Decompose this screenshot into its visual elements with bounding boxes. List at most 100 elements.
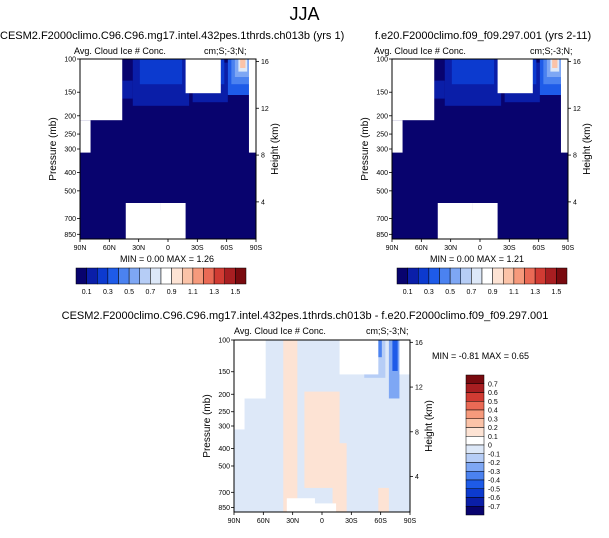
panel1-mask <box>248 59 256 153</box>
panel1-ytick-right-label: 16 <box>261 59 269 66</box>
panel3-contour <box>332 443 347 512</box>
panel2-colorbar-cell <box>492 267 504 285</box>
panel1-ytick-label: 250 <box>64 132 76 139</box>
panel2-contour <box>451 59 495 85</box>
panel3-colorbar-cell <box>465 453 485 463</box>
panel1-xtick-label: 30S <box>191 245 204 252</box>
panel1-colorbar-cell <box>128 267 140 285</box>
panel3-colorbar-cell <box>465 506 485 516</box>
panel2-ylabel: Pressure (mb) <box>360 117 371 180</box>
panel1-colorbar-cell <box>192 267 204 285</box>
panel2-right-label: cm;S;-3;N; <box>530 46 573 56</box>
panel1-colorbar-cell <box>139 267 151 285</box>
panel2-colorbar-cell <box>513 267 525 285</box>
panel1-colorbar-cell <box>213 267 225 285</box>
panel3-colorbar-cell <box>465 444 485 454</box>
panel3-ytick-right-label: 8 <box>415 429 419 436</box>
panel3-contour <box>378 487 389 512</box>
panel3-colorbar-cell <box>465 392 485 402</box>
panel2-colorbar-cell <box>534 267 546 285</box>
panel2-xtick-label: 90N <box>386 245 399 252</box>
panel2-ytick-right-label: 12 <box>573 106 581 113</box>
panel2-colorbar-cell <box>471 267 483 285</box>
panel2-colorbar-cell <box>556 267 568 285</box>
panel3-mask <box>339 340 379 375</box>
panel3-ytick-label: 850 <box>218 505 230 512</box>
panel2-mask <box>560 59 568 153</box>
panel3-colorbar-label: 0.3 <box>488 416 498 423</box>
panel2-ytick-right-label: 8 <box>573 153 577 160</box>
panel1-ytick-label: 150 <box>64 90 76 97</box>
panel2-xtick-label: 60N <box>415 245 428 252</box>
panel2-mask <box>392 120 403 153</box>
panel3-colorbar-label: -0.2 <box>488 460 500 467</box>
panel2-colorbar-cell <box>460 267 472 285</box>
panel2-xtick-label: 30N <box>444 245 457 252</box>
panel3-colorbar-cell <box>465 436 485 446</box>
panel1-colorbar-label: 0.9 <box>167 289 177 296</box>
panel2-ytick-label: 500 <box>376 188 388 195</box>
panel1-colorbar-cell <box>203 267 215 285</box>
panel2-contour <box>552 59 558 68</box>
panel3-xtick-label: 60S <box>374 518 387 525</box>
panel2-colorbar-label: 1.5 <box>552 289 562 296</box>
panel3-mask <box>234 340 266 399</box>
panel3-colorbar-label: 0.7 <box>488 381 498 388</box>
panel1-ytick-label: 850 <box>64 232 76 239</box>
panel1-ytick-right-label: 12 <box>261 106 269 113</box>
panel3-colorbar-cell <box>465 471 485 481</box>
panel2-colorbar-cell <box>481 267 493 285</box>
panel3-ytick-label: 400 <box>218 446 230 453</box>
panel2-mask <box>472 203 498 239</box>
panel3-ytick-right-label: 12 <box>415 385 423 392</box>
panel1-mask <box>80 59 123 121</box>
panel1-xtick-label: 60S <box>220 245 233 252</box>
panel3-ytick-label: 250 <box>218 409 230 416</box>
panel2-ytick-label: 400 <box>376 170 388 177</box>
panel2-colorbar-cell <box>449 267 461 285</box>
panel3-colorbar-cell <box>465 383 485 393</box>
panel2-title: f.e20.F2000climo.f09_f09.297.001 (yrs 2-… <box>374 30 592 42</box>
panel3-colorbar-label: -0.6 <box>488 495 500 502</box>
panel1-ylabel-right: Height (km) <box>270 123 281 175</box>
panel1-xtick-label: 0 <box>166 245 170 252</box>
panel2-colorbar-label: 0.9 <box>488 289 498 296</box>
panel1-contour <box>139 59 183 85</box>
figure-title: JJA <box>289 4 320 24</box>
panel3-colorbar-label: -0.3 <box>488 469 500 476</box>
panel2-mask <box>392 59 435 121</box>
panel3-mask <box>399 340 410 375</box>
panel3-ytick-label: 200 <box>218 392 230 399</box>
panel3-title: CESM2.F2000climo.C96.C96.mg17.intel.432p… <box>61 310 549 322</box>
panel1-ytick-label: 700 <box>64 216 76 223</box>
panel3-colorbar-label: -0.4 <box>488 478 500 485</box>
panel2-colorbar-label: 0.1 <box>403 289 413 296</box>
panel3-ytick-label: 700 <box>218 490 230 497</box>
panel1-colorbar-cell <box>235 267 247 285</box>
panel3-colorbar-cell <box>465 374 485 384</box>
panel1-colorbar-label: 0.3 <box>103 289 113 296</box>
panel3-right-label: cm;S;-3;N; <box>366 326 409 336</box>
panel3-ytick-label: 300 <box>218 424 230 431</box>
panel2-ytick-label: 100 <box>376 57 388 64</box>
panel3-colorbar-cell <box>465 462 485 472</box>
panel2-ytick-label: 150 <box>376 90 388 97</box>
panel2-ytick-right-label: 4 <box>573 199 577 206</box>
panel1-colorbar-cell <box>97 267 109 285</box>
panel3-left-label: Avg. Cloud Ice # Conc. <box>234 326 326 336</box>
panel2-contour <box>434 80 445 99</box>
panel2-colorbar-cell <box>545 267 557 285</box>
panel3-minmax: MIN = -0.81 MAX = 0.65 <box>432 351 530 361</box>
panel1-colorbar-cell <box>150 267 162 285</box>
panel2-colorbar-label: 0.5 <box>445 289 455 296</box>
panel2-colorbar-cell <box>428 267 440 285</box>
panel3-colorbar-cell <box>465 418 485 428</box>
panel2-mask <box>497 59 533 94</box>
panel2-colorbar-cell <box>439 267 451 285</box>
panel3-xtick-label: 90S <box>404 518 417 525</box>
panel1-xtick-label: 30N <box>132 245 145 252</box>
panel1-right-label: cm;S;-3;N; <box>204 46 247 56</box>
panel1-colorbar-cell <box>171 267 183 285</box>
panel1-ytick-label: 400 <box>64 170 76 177</box>
